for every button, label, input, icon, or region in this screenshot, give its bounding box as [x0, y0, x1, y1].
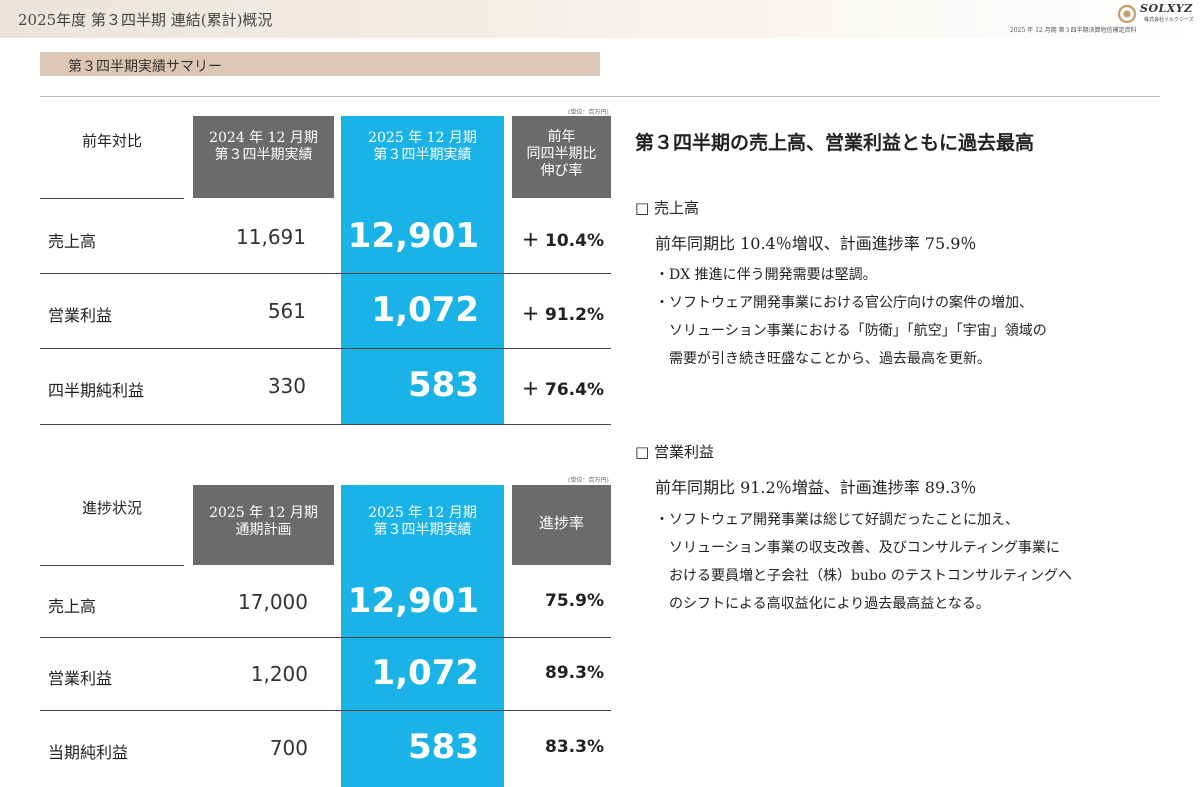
- company-logo-icon: [1117, 4, 1137, 24]
- table1-highlight-column: [341, 198, 504, 424]
- page-header: 2025年度 第３四半期 連結(累計)概況 SOLXYZ 株式会社ソルクシーズ …: [0, 0, 1200, 38]
- table1-col-current-line2: 第３四半期実績: [373, 147, 472, 163]
- table2-col-plan-line2: 通期計画: [235, 522, 292, 538]
- sales-bullet-1: ・DX 推進に伴う開発需要は堅調。: [655, 267, 877, 283]
- sales-bullet-2: ・ソフトウェア開発事業における官公庁向けの案件の増加、: [655, 295, 1033, 311]
- page-title: 2025年度 第３四半期 連結(累計)概況: [18, 11, 273, 29]
- op-bullet-2: ソリューション事業の収支改善、及びコンサルティング事業に: [655, 540, 1060, 556]
- section-bar: 第３四半期実績サマリー: [40, 52, 600, 76]
- table1-row-divider: [40, 273, 611, 274]
- table2-corner-rule: [40, 565, 184, 566]
- table2-row2-plan: 1,200: [250, 662, 308, 686]
- table1-row-divider: [40, 424, 611, 425]
- table1-col-prev-line1: 2024 年 12 月期: [209, 130, 318, 146]
- table1-row2-rate: ＋ 91.2%: [522, 305, 604, 325]
- table1-row3-prev: 330: [267, 374, 306, 398]
- table2-col-current-line2: 第３四半期実績: [373, 522, 472, 538]
- op-bullet-4: のシフトによる高収益化により過去最高益となる。: [655, 596, 990, 612]
- table2-row3-current: 583: [408, 727, 479, 767]
- table2-col-current-line1: 2025 年 12 月期: [368, 505, 477, 521]
- table2-row1-label: 売上高: [48, 597, 97, 616]
- sales-bullet-3: ソリューション事業における「防衛」「航空」「宇宙」領域の: [655, 323, 1047, 339]
- table1-row1-current: 12,901: [347, 216, 479, 256]
- table2-row-divider: [40, 637, 611, 638]
- table1-col-rate-line1: 前年: [547, 129, 576, 145]
- table2-corner-label: 進捗状況: [81, 499, 142, 517]
- table2-row-divider: [40, 710, 611, 711]
- divider: [40, 96, 1160, 97]
- table1-col-prev: 2024 年 12 月期 第３四半期実績: [193, 116, 334, 198]
- table1-row1-prev: 11,691: [236, 225, 306, 249]
- table1-col-current-line1: 2025 年 12 月期: [368, 130, 477, 146]
- table2-row2-rate: 89.3%: [545, 663, 604, 683]
- table1-col-rate-line2: 同四半期比: [526, 146, 597, 162]
- table2-col-plan-line1: 2025 年 12 月期: [209, 505, 318, 521]
- table2-unit: (単位：百万円): [568, 477, 609, 484]
- table1-row3-rate: ＋ 76.4%: [522, 380, 604, 400]
- table2-row3-rate: 83.3%: [545, 737, 604, 757]
- table1-row2-prev: 561: [267, 299, 306, 323]
- table1-row1-label: 売上高: [48, 232, 97, 251]
- table2-row1-rate: 75.9%: [545, 591, 604, 611]
- company-logo-subname: 株式会社ソルクシーズ: [1144, 17, 1194, 23]
- header-note: 2025 年 12 月期 第３四半期決算短信補足資料: [1010, 27, 1137, 34]
- table2-row2-current: 1,072: [371, 653, 479, 693]
- table1-col-rate: 前年 同四半期比 伸び率: [512, 116, 611, 198]
- table1-col-prev-line2: 第３四半期実績: [214, 147, 313, 163]
- sales-bullet-4: 需要が引き続き旺盛なことから、過去最高を更新。: [655, 351, 991, 367]
- table2-row3-plan: 700: [269, 736, 308, 760]
- table2-row3-label: 当期純利益: [48, 743, 129, 762]
- summary-headline: 第３四半期の売上高、営業利益ともに過去最高: [635, 132, 1035, 154]
- section-label: 第３四半期実績サマリー: [68, 59, 222, 75]
- table1-row3-label: 四半期純利益: [48, 381, 145, 400]
- op-bullet-1: ・ソフトウェア開発事業は総じて好調だったことに加え、: [655, 512, 1019, 528]
- table1-row-divider: [40, 348, 611, 349]
- table2-col-rate: 進捗率: [512, 485, 611, 565]
- sales-section-heading: □ 売上高: [635, 199, 699, 217]
- op-bullet-3: おける要員増と子会社（株）bubo のテストコンサルティングへ: [655, 568, 1072, 584]
- table1-corner-rule: [40, 198, 184, 199]
- table2-col-plan: 2025 年 12 月期 通期計画: [193, 485, 334, 565]
- table1-row2-label: 営業利益: [48, 306, 113, 325]
- table2-col-rate-label: 進捗率: [538, 514, 584, 532]
- table2-highlight-column: [341, 565, 504, 787]
- table1-row1-rate: ＋ 10.4%: [522, 231, 604, 251]
- table2-row2-label: 営業利益: [48, 669, 113, 688]
- table1-col-rate-line3: 伸び率: [540, 163, 583, 179]
- table1-row2-current: 1,072: [371, 290, 479, 330]
- table2-row1-current: 12,901: [347, 581, 479, 621]
- table2-row1-plan: 17,000: [238, 590, 308, 614]
- table1-unit: (単位：百万円): [568, 109, 609, 116]
- table1-col-current: 2025 年 12 月期 第３四半期実績: [341, 116, 504, 198]
- sales-summary: 前年同期比 10.4％増収、計画進捗率 75.9％: [655, 234, 977, 253]
- op-section-heading: □ 営業利益: [635, 443, 714, 461]
- table1-corner-label: 前年対比: [81, 132, 142, 150]
- op-summary: 前年同期比 91.2％増益、計画進捗率 89.3％: [655, 478, 977, 497]
- table2-col-current: 2025 年 12 月期 第３四半期実績: [341, 485, 504, 565]
- company-logo-name: SOLXYZ: [1140, 2, 1193, 15]
- table1-row3-current: 583: [408, 365, 479, 405]
